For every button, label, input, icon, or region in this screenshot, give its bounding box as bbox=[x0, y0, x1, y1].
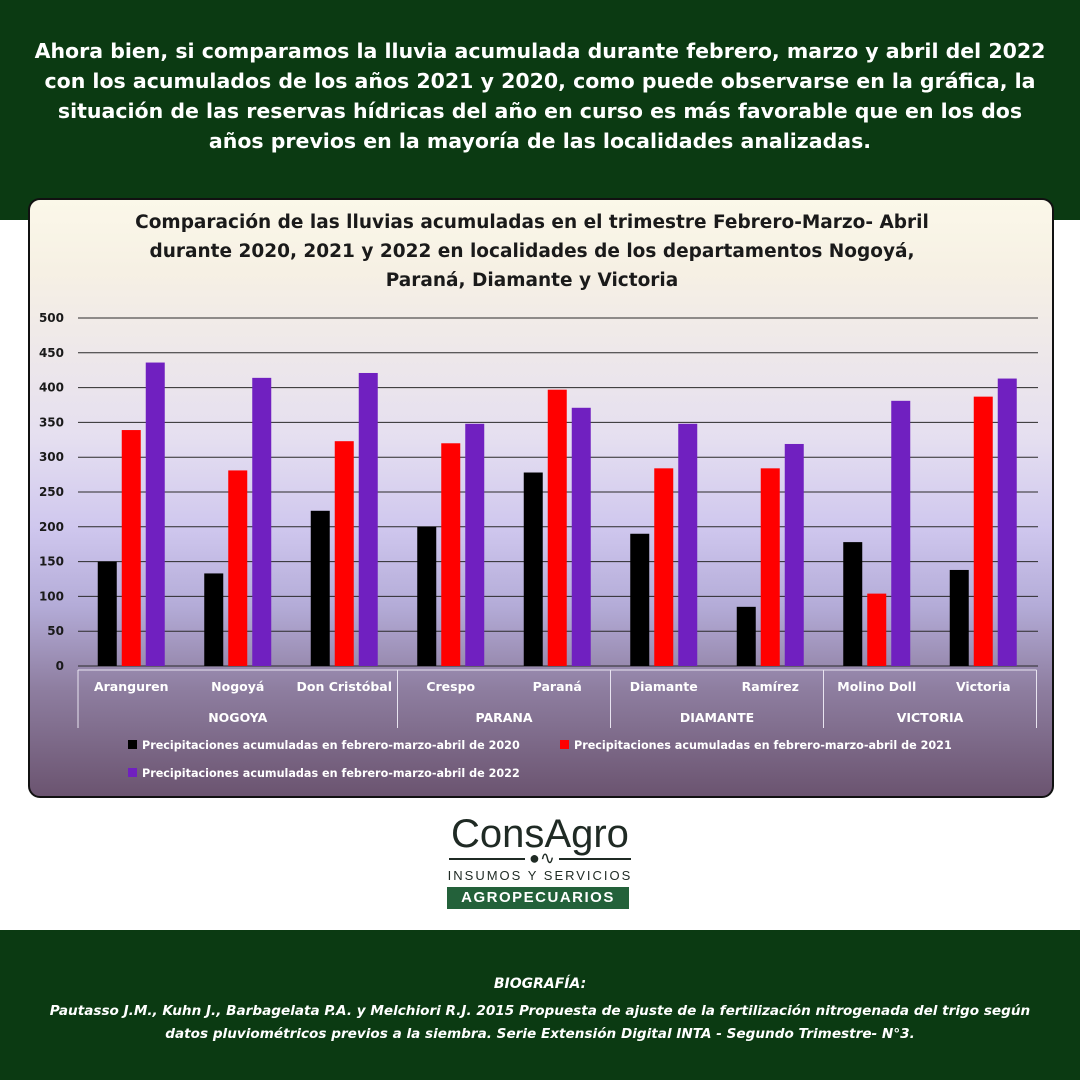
bar bbox=[204, 573, 224, 666]
rainfall-bar-chart: Comparación de las lluvias acumuladas en… bbox=[39, 212, 1038, 780]
category-label: Don Cristóbal bbox=[296, 679, 392, 694]
bar bbox=[441, 443, 461, 666]
bar bbox=[654, 468, 674, 666]
bar bbox=[949, 569, 969, 666]
bar bbox=[997, 378, 1017, 666]
y-tick-label: 0 bbox=[56, 659, 64, 673]
bar bbox=[571, 407, 591, 666]
chart-title-line: Comparación de las lluvias acumuladas en… bbox=[135, 212, 929, 233]
bibliography-text: Pautasso J.M., Kuhn J., Barbagelata P.A.… bbox=[49, 1003, 1031, 1042]
y-tick-label: 400 bbox=[39, 381, 64, 395]
legend-label: Precipitaciones acumuladas en febrero-ma… bbox=[142, 739, 520, 752]
category-label: Crespo bbox=[426, 679, 475, 694]
legend-swatch bbox=[128, 740, 137, 749]
cow-wheat-icon: ●∿ bbox=[525, 848, 559, 869]
category-label: Diamante bbox=[630, 679, 698, 694]
bar bbox=[736, 606, 756, 666]
bar bbox=[784, 443, 804, 666]
legend-label: Precipitaciones acumuladas en febrero-ma… bbox=[142, 767, 520, 780]
y-tick-label: 250 bbox=[39, 485, 64, 499]
category-label: Molino Doll bbox=[837, 679, 916, 694]
chart-title-line: durante 2020, 2021 y 2022 en localidades… bbox=[149, 241, 914, 262]
category-label: Aranguren bbox=[94, 679, 169, 694]
consagro-logo: ConsAgro ●∿ INSUMOS Y SERVICIOS AGROPECU… bbox=[447, 812, 633, 912]
bar bbox=[630, 533, 650, 666]
bar bbox=[547, 389, 567, 666]
bar bbox=[973, 396, 993, 666]
y-tick-label: 300 bbox=[39, 450, 64, 464]
bar bbox=[358, 372, 378, 666]
logo-bar: AGROPECUARIOS bbox=[447, 887, 629, 909]
logo-tagline: INSUMOS Y SERVICIOS bbox=[447, 868, 633, 883]
y-tick-label: 450 bbox=[39, 346, 64, 360]
header-band bbox=[0, 0, 1080, 220]
category-label: Paraná bbox=[533, 679, 582, 694]
chart-title-line: Paraná, Diamante y Victoria bbox=[386, 270, 679, 291]
group-label: NOGOYA bbox=[208, 710, 267, 725]
bibliography-title: BIOGRAFÍA: bbox=[493, 976, 587, 992]
bar bbox=[334, 441, 354, 666]
legend-swatch bbox=[560, 740, 569, 749]
bar bbox=[465, 423, 485, 666]
bar bbox=[867, 593, 887, 666]
intro-paragraph: Ahora bien, si comparamos la lluvia acum… bbox=[34, 39, 1046, 153]
bar bbox=[97, 561, 117, 666]
category-label: Ramírez bbox=[742, 679, 799, 694]
y-tick-label: 150 bbox=[39, 555, 64, 569]
y-tick-label: 200 bbox=[39, 520, 64, 534]
category-label: Victoria bbox=[956, 679, 1011, 694]
bar bbox=[252, 377, 272, 666]
y-tick-label: 500 bbox=[39, 311, 64, 325]
category-label: Nogoyá bbox=[211, 679, 264, 694]
y-tick-label: 350 bbox=[39, 415, 64, 429]
bar bbox=[417, 526, 437, 666]
bar bbox=[678, 423, 698, 666]
y-tick-label: 50 bbox=[47, 624, 64, 638]
bar bbox=[121, 430, 141, 666]
bar bbox=[310, 510, 330, 666]
footer-band bbox=[0, 930, 1080, 1080]
bar bbox=[228, 470, 248, 666]
group-label: PARANA bbox=[475, 710, 532, 725]
group-label: DIAMANTE bbox=[680, 710, 754, 725]
legend-swatch bbox=[128, 768, 137, 777]
bar bbox=[843, 542, 863, 666]
y-tick-label: 100 bbox=[39, 589, 64, 603]
legend-label: Precipitaciones acumuladas en febrero-ma… bbox=[574, 739, 952, 752]
bar bbox=[760, 468, 780, 666]
bar bbox=[891, 400, 911, 666]
bar bbox=[145, 362, 165, 666]
bar bbox=[523, 472, 543, 666]
group-label: VICTORIA bbox=[897, 710, 964, 725]
chart-card: Comparación de las lluvias acumuladas en… bbox=[28, 198, 1054, 798]
